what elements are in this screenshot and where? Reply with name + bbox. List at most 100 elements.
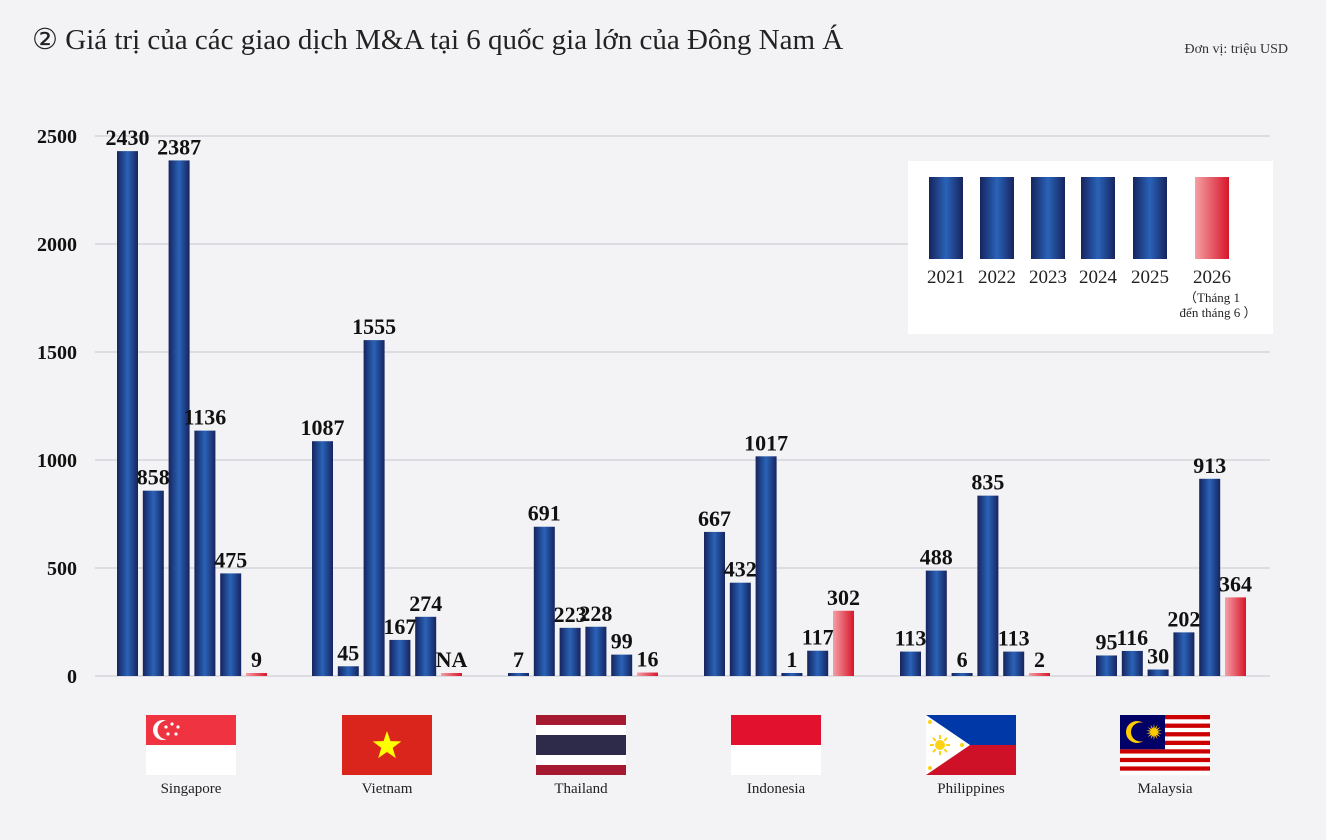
bar-thailand-2023 <box>559 627 581 676</box>
legend-label-2024: 2024 <box>1079 267 1118 288</box>
bar-vietnam-2021 <box>312 441 333 676</box>
bar-singapore-2022 <box>142 490 164 676</box>
value-label: 16 <box>637 647 659 672</box>
value-label: 9 <box>251 647 262 672</box>
bar-indonesia-2022 <box>729 582 751 676</box>
value-label: 913 <box>1193 453 1226 478</box>
legend-swatch-2022 <box>980 177 1014 259</box>
value-label: 1136 <box>184 405 227 430</box>
country-label-singapore: Singapore <box>161 781 222 797</box>
value-label: 488 <box>920 545 953 570</box>
value-label: 113 <box>895 626 927 651</box>
bar-vietnam-2025 <box>415 616 437 676</box>
legend-label-2022: 2022 <box>978 267 1016 288</box>
bar-singapore-2026 <box>246 673 267 676</box>
bar-philippines-2022 <box>925 570 947 676</box>
value-label: 117 <box>802 625 834 650</box>
value-label: 364 <box>1219 571 1252 596</box>
value-label: 432 <box>724 557 757 582</box>
bar-indonesia-2025 <box>807 650 829 676</box>
bar-philippines-2023 <box>951 673 973 676</box>
value-label: 691 <box>528 501 561 526</box>
legend-swatch-2026 <box>1195 177 1229 259</box>
malaysia-flag <box>1120 715 1210 776</box>
y-tick-label: 1000 <box>37 450 77 472</box>
value-label: 30 <box>1147 644 1169 669</box>
bar-malaysia-2023 <box>1147 669 1169 676</box>
singapore-flag <box>146 715 236 775</box>
legend-note-line: （Tháng 1 <box>1184 290 1240 305</box>
bar-thailand-2021 <box>508 673 529 676</box>
bar-thailand-2024 <box>585 626 607 676</box>
bar-philippines-2026 <box>1029 673 1050 676</box>
value-label: 1087 <box>301 415 345 440</box>
bar-philippines-2024 <box>977 495 999 676</box>
bar-malaysia-2025 <box>1199 478 1221 676</box>
value-label: 1017 <box>744 430 788 455</box>
bar-malaysia-2021 <box>1096 655 1117 676</box>
legend-swatch-2021 <box>929 177 963 259</box>
grid-lines <box>95 135 1270 677</box>
bar-vietnam-2022 <box>337 666 359 676</box>
thailand-flag <box>536 715 626 775</box>
value-label: 167 <box>383 614 416 639</box>
country-label-vietnam: Vietnam <box>362 781 413 797</box>
legend-swatch-2025 <box>1133 177 1167 259</box>
y-tick-label: 1500 <box>37 342 77 364</box>
value-label: 858 <box>137 465 170 490</box>
value-label: 6 <box>957 647 968 672</box>
bar-malaysia-2022 <box>1121 650 1143 676</box>
legend-note-line: đến tháng 6 ） <box>1180 305 1257 320</box>
y-tick-label: 2000 <box>37 234 77 256</box>
vietnam-flag <box>342 715 432 775</box>
value-label: 99 <box>611 629 633 654</box>
indonesia-flag <box>731 715 821 775</box>
country-label-indonesia: Indonesia <box>747 781 806 797</box>
value-label: 223 <box>554 602 587 627</box>
value-label: 202 <box>1167 606 1200 631</box>
unit-label: Đơn vị: triệu USD <box>1184 42 1288 57</box>
legend-swatch-2023 <box>1031 177 1065 259</box>
value-label: NA <box>436 647 468 672</box>
value-label: 2387 <box>157 134 201 159</box>
bar-philippines-2021 <box>900 651 921 676</box>
legend-label-2021: 2021 <box>927 267 965 288</box>
bar-singapore-2023 <box>168 160 190 676</box>
value-label: 274 <box>409 591 442 616</box>
y-tick-label: 0 <box>67 666 77 688</box>
y-tick-label: 500 <box>47 558 77 580</box>
value-label: 2 <box>1034 647 1045 672</box>
bar-indonesia-2023 <box>755 456 777 676</box>
bar-singapore-2025 <box>220 573 242 676</box>
bar-vietnam-2023 <box>363 340 385 676</box>
bar-indonesia-2021 <box>704 531 725 676</box>
value-label: 45 <box>337 640 359 665</box>
value-label: 1 <box>786 647 797 672</box>
value-label: 835 <box>971 470 1004 495</box>
country-flags: Singapore Vietnam Thailand Indonesia Philipp… <box>146 715 1210 797</box>
bar-malaysia-2026 <box>1225 597 1246 676</box>
philippines-flag <box>926 715 1016 775</box>
country-label-malaysia: Malaysia <box>1138 781 1193 797</box>
bar-indonesia-2026 <box>833 610 854 676</box>
legend-label-2023: 2023 <box>1029 267 1067 288</box>
bar-vietnam-2026 <box>441 673 462 676</box>
value-label: 475 <box>214 547 247 572</box>
country-label-thailand: Thailand <box>554 781 608 797</box>
value-label: 2430 <box>106 125 150 150</box>
country-label-philippines: Philippines <box>937 781 1005 797</box>
chart-title: ② Giá trị của các giao dịch M&A tại 6 qu… <box>32 24 844 56</box>
value-label: 116 <box>1116 625 1148 650</box>
y-axis: 0 500 1000 1500 2000 2500 <box>37 126 77 688</box>
value-label: 7 <box>513 647 524 672</box>
legend-label-2026: 2026 <box>1193 267 1231 288</box>
bar-malaysia-2024 <box>1173 632 1195 676</box>
value-label: 302 <box>827 585 860 610</box>
value-label: 667 <box>698 506 731 531</box>
bar-indonesia-2024 <box>781 673 803 676</box>
legend-label-2025: 2025 <box>1131 267 1169 288</box>
value-label: 95 <box>1096 629 1118 654</box>
legend-swatch-2024 <box>1081 177 1115 259</box>
